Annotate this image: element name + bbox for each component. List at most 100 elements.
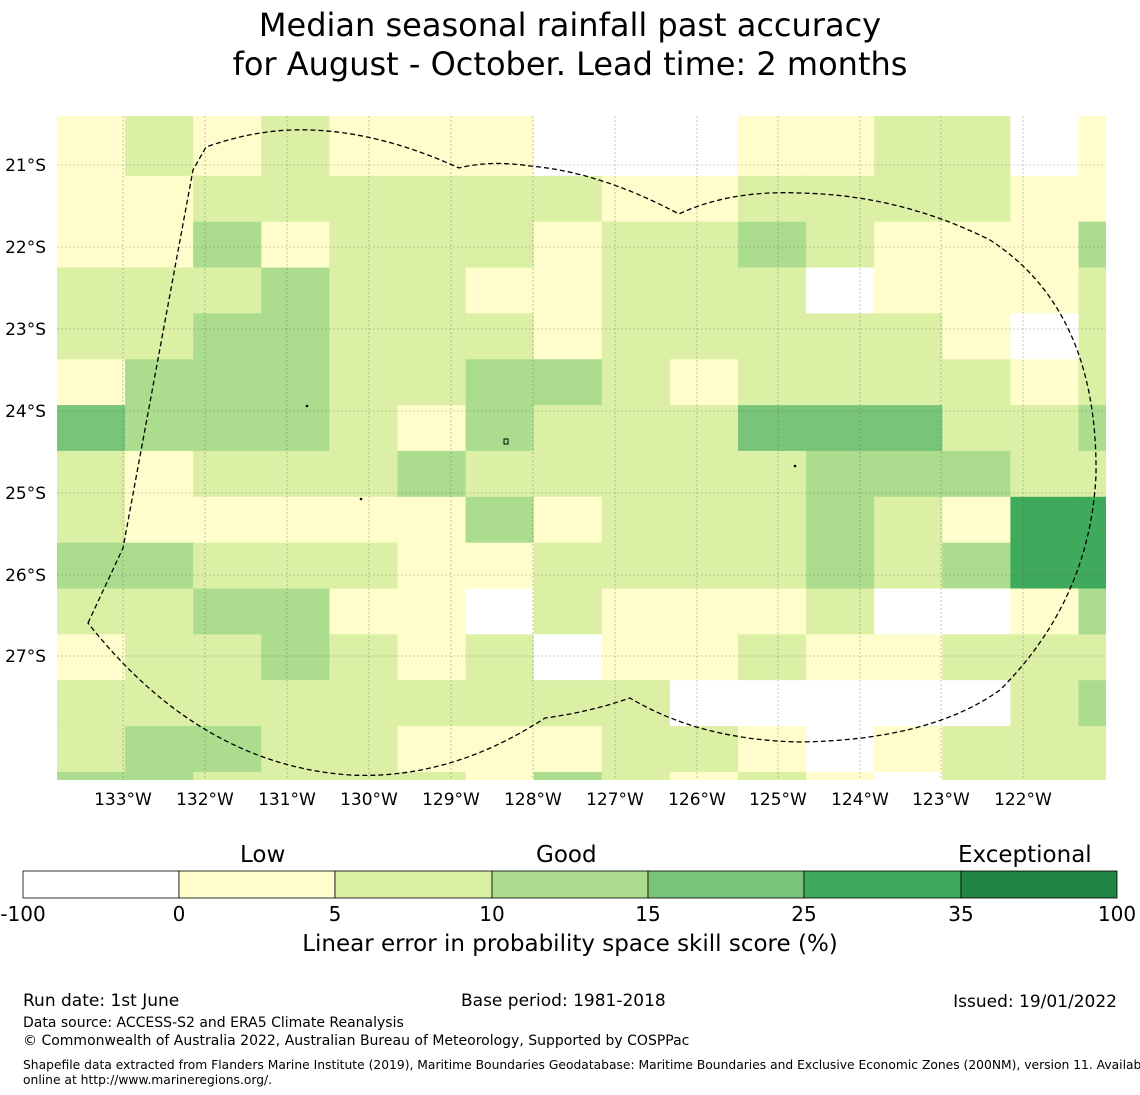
grid-cell	[738, 496, 807, 544]
colorbar-swatch	[334, 870, 493, 899]
grid-cell	[329, 116, 399, 131]
grid-cell	[261, 221, 330, 269]
grid-cell	[874, 359, 943, 406]
grid-cell	[806, 542, 875, 590]
grid-cell	[193, 726, 262, 773]
grid-cell	[465, 588, 535, 635]
grid-cell	[738, 116, 807, 131]
grid-cell	[806, 313, 875, 360]
grid-cell	[669, 175, 739, 223]
grid-cell	[397, 588, 467, 635]
grid-cell	[193, 542, 262, 590]
grid-cell	[1078, 130, 1106, 177]
grid-cell	[874, 680, 943, 727]
grid-cell	[465, 726, 535, 773]
shapefile-credit-line-2: online at http://www.marineregions.org/.	[23, 1073, 273, 1087]
grid-cell	[329, 313, 399, 360]
latitude-label: 25°S	[5, 484, 46, 504]
grid-cell	[397, 450, 467, 498]
grid-cell	[806, 588, 875, 635]
grid-cell	[261, 267, 330, 314]
grid-cell	[1078, 726, 1106, 773]
islands	[305, 404, 797, 501]
grid-cell	[806, 267, 875, 314]
grid-cell	[533, 634, 603, 681]
grid-cell	[533, 267, 603, 314]
grid-cell	[669, 405, 739, 452]
grid-cell	[738, 634, 807, 681]
island	[359, 497, 363, 501]
grid-cell	[806, 450, 875, 498]
skill-map: 133°W 132°W 131°W 130°W 129°W 128°W 127°W 126°W…	[5, 116, 1118, 899]
grid-cell	[874, 588, 943, 635]
grid-cell	[669, 116, 739, 131]
grid-cell	[738, 359, 807, 406]
grid-cell	[1078, 496, 1106, 544]
longitude-label: 132°W	[176, 790, 234, 810]
grid-cell	[738, 726, 807, 773]
grid-cell	[874, 175, 943, 223]
grid-cell	[942, 496, 1011, 544]
colorbar-tick: -100	[0, 902, 46, 926]
grid-cell	[738, 221, 807, 269]
grid-cell	[1078, 405, 1106, 452]
grid-cell	[57, 130, 126, 177]
grid-cell	[1078, 116, 1106, 131]
grid-cell	[601, 771, 671, 780]
grid-cell	[261, 680, 330, 727]
grid-cell	[261, 726, 330, 773]
grid-cell	[533, 588, 603, 635]
grid-cell	[193, 771, 262, 780]
grid-cell	[397, 542, 467, 590]
latitude-label: 21°S	[5, 156, 46, 176]
grid-cell	[1078, 450, 1106, 498]
grid-cell	[942, 680, 1011, 727]
grid-cell	[329, 267, 399, 314]
grid-cell	[533, 450, 603, 498]
grid-cell	[57, 221, 126, 269]
grid-cell	[465, 116, 535, 131]
grid-cell	[1010, 542, 1080, 590]
grid-cell	[465, 634, 535, 681]
grid-cell	[942, 450, 1011, 498]
grid-cell	[1078, 175, 1106, 223]
grid-cell	[533, 130, 603, 177]
grid-cell	[465, 267, 535, 314]
grid-cell	[57, 175, 126, 223]
grid-cell	[329, 496, 399, 544]
grid-cell	[738, 267, 807, 314]
grid-cell	[193, 116, 262, 131]
grid-cell	[125, 359, 194, 406]
grid-cell	[57, 680, 126, 727]
grid-cell	[1010, 130, 1080, 177]
grid-cell	[193, 359, 262, 406]
longitude-label: 133°W	[94, 790, 152, 810]
grid-cell	[738, 175, 807, 223]
grid-cell	[57, 359, 126, 406]
grid-cell	[669, 313, 739, 360]
base-period: Base period: 1981-2018	[461, 991, 666, 1011]
grid-cell	[806, 405, 875, 452]
chart-title: Median seasonal rainfall past accuracy f…	[0, 6, 1140, 84]
grid-cell	[261, 130, 330, 177]
grid-cell	[261, 116, 330, 131]
grid-cell	[125, 680, 194, 727]
colorbar-tick: 15	[635, 902, 661, 926]
grid-cell	[329, 405, 399, 452]
category-low: Low	[240, 842, 286, 868]
grid-cell	[261, 313, 330, 360]
grid-cell	[806, 726, 875, 773]
latitude-label: 26°S	[5, 566, 46, 586]
grid-cell	[125, 175, 194, 223]
grid-cell	[669, 680, 739, 727]
colorbar-swatch	[22, 870, 180, 899]
grid-cell	[601, 313, 671, 360]
grid-cell	[329, 542, 399, 590]
grid-cell	[397, 175, 467, 223]
grid-cell	[601, 221, 671, 269]
grid-cell	[57, 542, 126, 590]
grid-cell	[1010, 313, 1080, 360]
grid-cell	[125, 588, 194, 635]
grid-cell	[57, 726, 126, 773]
grid-cell	[1010, 450, 1080, 498]
